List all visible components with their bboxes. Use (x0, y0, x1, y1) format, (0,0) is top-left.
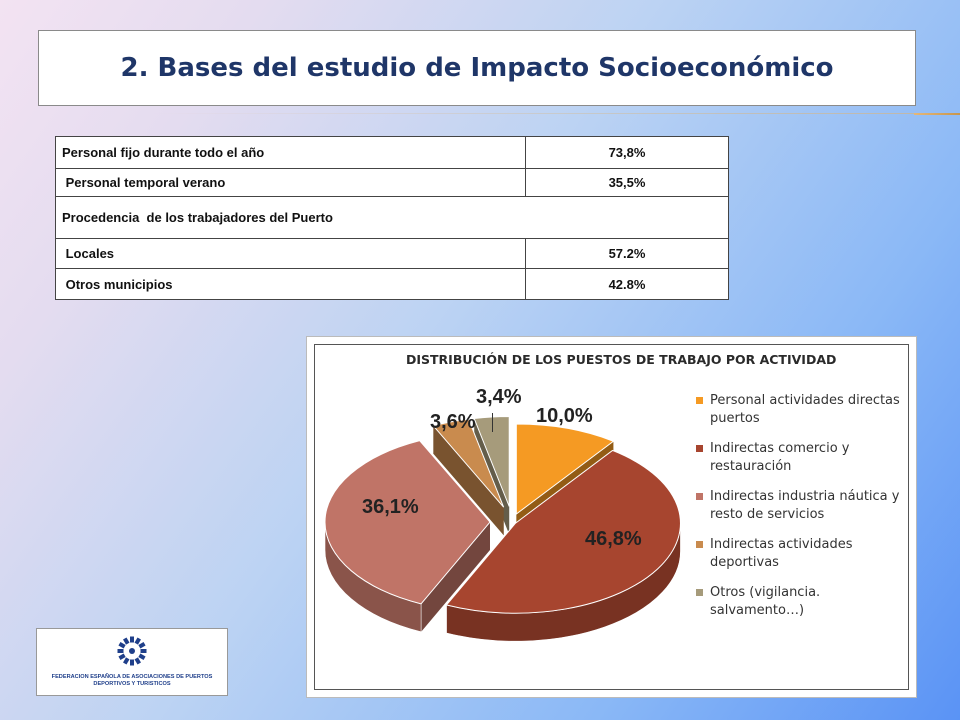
legend-label: Indirectas comercio y restauración (710, 441, 850, 474)
legend-item: Indirectas actividades deportivas (696, 536, 906, 572)
legend-swatch (696, 589, 703, 596)
logo-line-2: DEPORTIVOS Y TURISTICOS (93, 681, 171, 687)
legend-item: Personal actividades directas puertos (696, 392, 906, 428)
logo-ray (118, 642, 126, 649)
leader-line (492, 413, 493, 432)
legend-item: Indirectas comercio y restauración (696, 440, 906, 476)
logo-ray (130, 636, 134, 643)
legend-label: Personal actividades directas puertos (710, 393, 900, 426)
chart-legend: Personal actividades directas puertos In… (696, 392, 906, 632)
row-value: 42.8% (525, 268, 729, 300)
logo-emblem-icon (117, 636, 147, 666)
logo-line-1: FEDERACION ESPAÑOLA DE ASOCIACIONES DE P… (51, 674, 213, 680)
logo-ray (134, 657, 141, 665)
row-label: Personal temporal verano (55, 168, 526, 197)
table-row: Personal fijo durante todo el año 73,8% (55, 136, 729, 169)
table-row: Otros municipios 42.8% (55, 268, 729, 300)
legend-label: Indirectas industria náutica y resto de … (710, 489, 900, 522)
title-box: 2. Bases del estudio de Impacto Socioeco… (38, 30, 916, 106)
legend-label: Otros (vigilancia. salvamento…) (710, 585, 821, 618)
table-row: Locales 57.2% (55, 238, 729, 269)
legend-label: Indirectas actividades deportivas (710, 537, 853, 570)
chart-inner-frame (314, 344, 909, 690)
logo-ray (140, 649, 147, 653)
slice-label-comercio: 46,8% (585, 528, 642, 550)
legend-swatch (696, 541, 703, 548)
federation-logo: FEDERACION ESPAÑOLA DE ASOCIACIONES DE P… (36, 628, 228, 696)
workers-table: Personal fijo durante todo el año 73,8% … (55, 136, 729, 300)
row-value: 35,5% (525, 168, 729, 197)
row-value: 57.2% (525, 238, 729, 269)
row-label: Otros municipios (55, 268, 526, 300)
legend-item: Indirectas industria náutica y resto de … (696, 488, 906, 524)
chart-title: DISTRIBUCIÓN DE LOS PUESTOS DE TRABAJO P… (406, 352, 837, 367)
decorative-accent (914, 113, 960, 115)
logo-ray (123, 637, 130, 645)
legend-swatch (696, 493, 703, 500)
row-label: Procedencia de los trabajadores del Puer… (55, 196, 729, 239)
slice-label-deportivas: 3,6% (430, 411, 476, 433)
table-row: Procedencia de los trabajadores del Puer… (55, 196, 729, 239)
logo-ray (138, 642, 146, 649)
decorative-line (150, 113, 914, 114)
logo-ray (118, 653, 126, 660)
table-row: Personal temporal verano 35,5% (55, 168, 729, 197)
slice-label-industria: 36,1% (362, 496, 419, 518)
logo-ray (138, 653, 146, 660)
logo-ray (123, 657, 130, 665)
logo-ray (117, 649, 124, 653)
legend-swatch (696, 397, 703, 404)
row-label: Personal fijo durante todo el año (55, 136, 526, 169)
row-label: Locales (55, 238, 526, 269)
page-title: 2. Bases del estudio de Impacto Socioeco… (120, 53, 834, 83)
slice-label-personal: 10,0% (536, 405, 593, 427)
logo-ray (130, 659, 134, 666)
logo-ray (134, 637, 141, 645)
legend-item: Otros (vigilancia. salvamento…) (696, 584, 906, 620)
legend-swatch (696, 445, 703, 452)
row-value: 73,8% (525, 136, 729, 169)
slice-label-otros: 3,4% (476, 386, 522, 408)
